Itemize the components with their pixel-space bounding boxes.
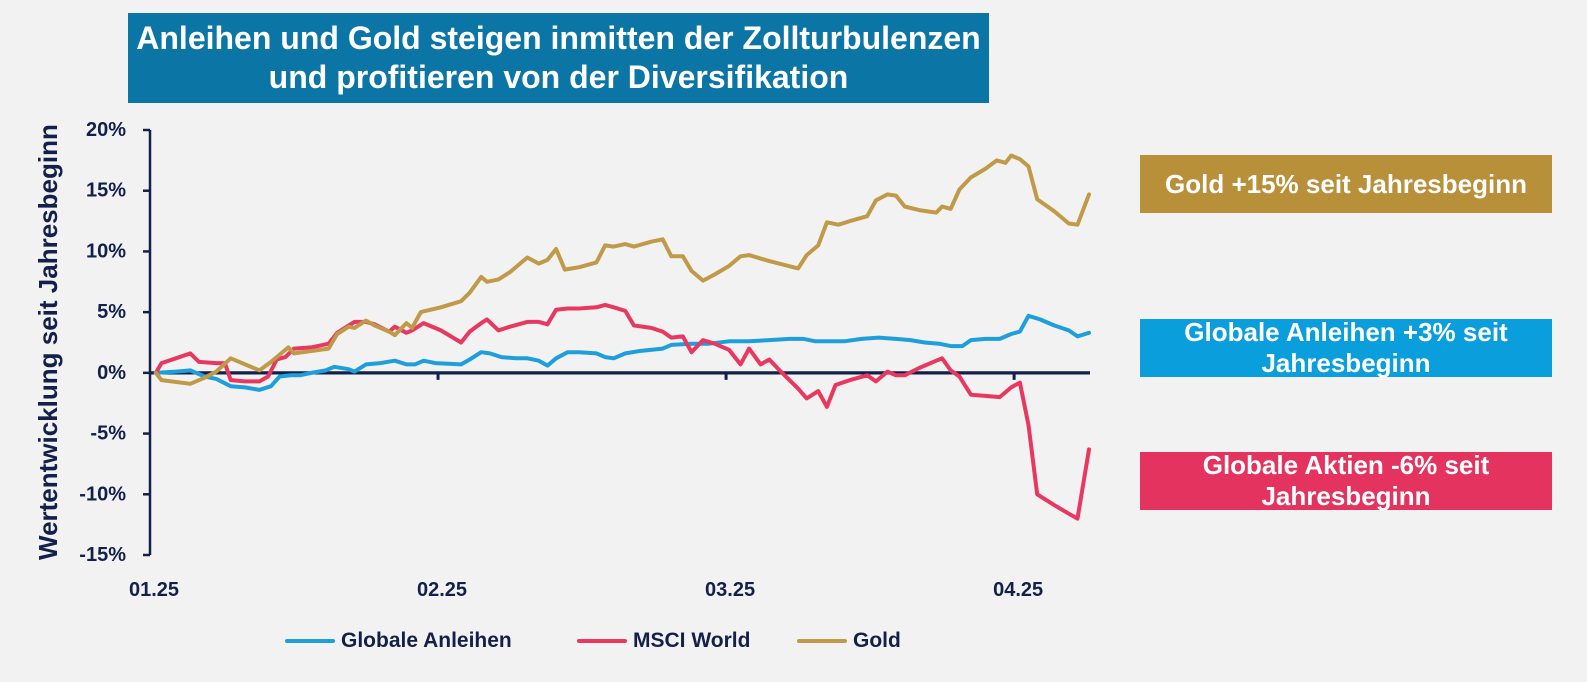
annotation-gold: Gold +15% seit Jahresbeginn	[1140, 155, 1552, 213]
chart-title-line-2: und profitieren von der Diversifikation	[268, 59, 849, 95]
chart-title-box: Anleihen und Gold steigen inmitten der Z…	[128, 13, 989, 103]
x-tick-label-0: 01.25	[129, 579, 179, 601]
y-tick-label-5: -5%	[90, 423, 126, 445]
legend-label-gold: Gold	[853, 629, 901, 652]
axes-layer: 20% 15% 10% 5% 0% -5% -10% -15%01.25 02.25 03.25 0…	[79, 119, 1090, 601]
chart-title-line-1: Anleihen und Gold steigen inmitten der Z…	[136, 20, 981, 56]
series-line-gold	[153, 153, 1091, 386]
x-tick-label-3: 04.25	[993, 579, 1043, 601]
y-tick-label-2: 10%	[86, 240, 126, 262]
annotation-globale-aktien-line-1: Globale Aktien -6% seit	[1202, 450, 1490, 480]
y-tick-label-1: 15%	[86, 180, 126, 202]
legend-item-gold: Gold	[797, 628, 901, 654]
legend-item-globale-anleihen: Globale Anleihen	[285, 628, 512, 654]
annotation-globale-anleihen: Globale Anleihen +3% seit Jahresbeginn	[1140, 317, 1552, 378]
legend: Globale Anleihen MSCI World Gold	[0, 628, 1000, 654]
y-axis-label: Wertentwicklung seit Jahresbeginn	[33, 124, 63, 560]
annotation-globale-aktien: Globale Aktien -6% seit Jahresbeginn	[1140, 450, 1552, 511]
series-line-globale-anleihen	[153, 313, 1091, 392]
y-tick-label-6: -10%	[79, 483, 126, 505]
x-tick-label-1: 02.25	[417, 579, 467, 601]
y-tick-label-0: 20%	[86, 119, 126, 141]
x-tick-label-2: 03.25	[705, 579, 755, 601]
legend-item-msci-world: MSCI World	[577, 628, 750, 654]
y-tick-label-7: -15%	[79, 544, 126, 566]
legend-swatch-msci-world	[577, 639, 627, 643]
legend-label-msci-world: MSCI World	[633, 629, 751, 652]
annotation-gold-line-1: Gold +15% seit Jahresbeginn	[1165, 168, 1527, 199]
annotation-globale-anleihen-line-1: Globale Anleihen +3% seit	[1184, 317, 1508, 347]
y-tick-label-4: 0%	[97, 362, 126, 384]
series-layer	[153, 153, 1091, 521]
legend-swatch-globale-anleihen	[285, 639, 335, 643]
y-tick-label-3: 5%	[97, 301, 126, 323]
annotation-globale-anleihen-line-2: Jahresbeginn	[1261, 348, 1431, 378]
legend-label-globale-anleihen: Globale Anleihen	[341, 629, 512, 652]
legend-swatch-gold	[797, 639, 847, 643]
series-line-msci-world	[153, 302, 1091, 521]
annotation-globale-aktien-line-2: Jahresbeginn	[1261, 481, 1431, 511]
